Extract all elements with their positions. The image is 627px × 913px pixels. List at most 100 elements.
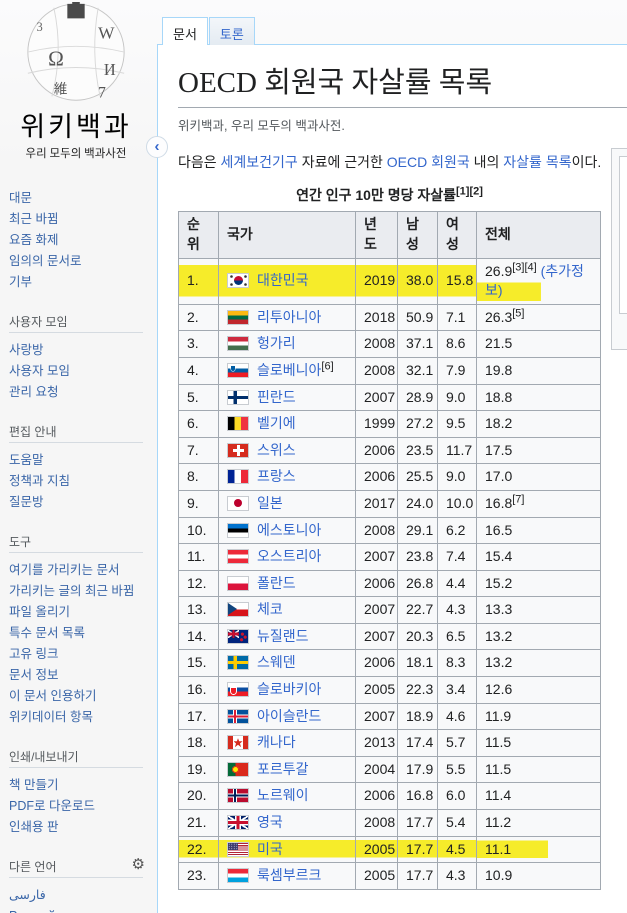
country-link[interactable]: 캐나다 (257, 734, 296, 751)
total-rate-cell: 16.8[7] (476, 489, 601, 518)
country-flag-icon (227, 469, 249, 485)
sidebar-link[interactable]: 최근 바뀜 (9, 212, 59, 226)
male-rate-cell: 18.1 (397, 649, 438, 678)
total-rate-cell: 13.3 (476, 596, 601, 624)
sidebar-link[interactable]: PDF로 다운로드 (9, 799, 95, 813)
sidebar-collapse-button[interactable]: ‹ (146, 136, 168, 158)
reference-link[interactable]: [1] (456, 185, 470, 198)
intro-link[interactable]: 세계보건기구 (220, 154, 298, 170)
country-link[interactable]: 체코 (257, 601, 283, 618)
sidebar-link[interactable]: 사랑방 (9, 343, 44, 357)
rank-cell: 23. (178, 862, 219, 890)
reference-link[interactable]: [7] (512, 493, 525, 506)
sidebar-link[interactable]: 사용자 모임 (9, 364, 70, 378)
table-row: 11. 오스트리아 2007 23.8 7.4 15.4 (178, 543, 601, 571)
country-flag-icon (227, 602, 249, 618)
table-caption: 연간 인구 10만 명당 자살률[1][2] (178, 185, 601, 211)
sidebar-link[interactable]: 기부 (9, 275, 33, 289)
extra-info-link[interactable]: (추가정보) (485, 262, 584, 299)
sidebar-nav-item: 사용자 모임 (9, 360, 143, 381)
column-header: 국가 (218, 211, 356, 259)
male-rate-cell: 16.8 (397, 782, 438, 811)
country-flag-icon (227, 549, 249, 565)
country-link[interactable]: 에스토니아 (257, 521, 322, 538)
reference-link[interactable]: [3] (512, 260, 525, 273)
country-link[interactable]: 스웨덴 (257, 654, 296, 671)
sidebar-link[interactable]: 관리 요청 (9, 385, 59, 399)
country-link[interactable]: 헝가리 (257, 335, 296, 352)
intro-paragraph: 다음은 세계보건기구 자료에 근거한 OECD 회원국 내의 자살률 목록이다. (178, 151, 625, 173)
sidebar-link[interactable]: 파일 올리기 (9, 605, 70, 619)
sidebar-nav-item: 이 문서 인용하기 (9, 685, 143, 706)
year-cell: 2008 (355, 330, 398, 358)
intro-link[interactable]: 자살률 목록 (503, 154, 572, 170)
country-link[interactable]: 룩셈부르크 (257, 867, 322, 884)
country-link[interactable]: 폴란드 (257, 574, 296, 591)
sidebar-nav-item: 사랑방 (9, 339, 143, 360)
country-link[interactable]: 슬로베니아 (257, 361, 322, 378)
sidebar-link[interactable]: 여기를 가리키는 문서 (9, 563, 120, 577)
sidebar-link[interactable]: 가리키는 글의 최근 바뀜 (9, 584, 135, 598)
sidebar-link[interactable]: فارسی (9, 888, 46, 902)
wikipedia-logo[interactable]: 3 W Ω И 維 7 위키백과 우리 모두의 백과사전 (9, 0, 143, 161)
sidebar-link[interactable]: 인쇄용 판 (9, 820, 59, 834)
female-rate-cell: 5.4 (437, 809, 477, 837)
sidebar-link[interactable]: 질문방 (9, 495, 44, 509)
country-link[interactable]: 아이슬란드 (257, 707, 322, 724)
sidebar-nav-item: 위키데이터 항목 (9, 706, 143, 727)
country-link[interactable]: 영국 (257, 814, 283, 831)
reference-link[interactable]: [6] (321, 360, 334, 373)
sidebar-link[interactable]: 문서 정보 (9, 668, 59, 682)
page-title: OECD 회원국 자살률 목록 (178, 59, 627, 108)
female-rate-cell: 6.5 (437, 622, 477, 651)
flag-emblem (228, 603, 237, 616)
country-link[interactable]: 슬로바키아 (257, 681, 322, 698)
tab-talk[interactable]: 토론 (208, 17, 255, 45)
rank-cell: 1. (178, 257, 219, 305)
country-link[interactable]: 일본 (257, 494, 283, 511)
reference-link[interactable]: [5] (512, 307, 525, 320)
column-header: 년도 (355, 211, 398, 259)
country-link[interactable]: 대한민국 (257, 272, 309, 289)
sidebar-link[interactable]: 이 문서 인용하기 (9, 689, 97, 703)
country-link[interactable]: 벨기에 (257, 415, 296, 432)
country-cell: 영국 (218, 809, 356, 837)
country-link[interactable]: 노르웨이 (257, 787, 309, 804)
country-flag-icon (227, 655, 249, 671)
flag-emblem (231, 688, 236, 695)
country-flag-icon (227, 788, 249, 804)
sidebar-link[interactable]: 특수 문서 목록 (9, 626, 85, 640)
reference-link[interactable]: [2] (469, 185, 483, 198)
wiki-logo-title: 위키백과 (20, 112, 132, 142)
country-link[interactable]: 포르투갈 (257, 760, 309, 777)
sidebar-link[interactable]: 정책과 지침 (9, 474, 70, 488)
female-rate-cell: 4.3 (437, 862, 477, 890)
sidebar-link[interactable]: 대문 (9, 191, 33, 205)
male-rate-cell: 23.8 (397, 543, 438, 571)
sidebar-nav-item: 요즘 화제 (9, 229, 143, 250)
suicide-rate-table: 연간 인구 10만 명당 자살률[1][2] 순 위 국가 년도 남 성 여 성 전체 1. 대한… (178, 185, 601, 890)
country-link[interactable]: 오스트리아 (257, 548, 322, 565)
country-link[interactable]: 뉴질랜드 (257, 627, 309, 644)
sidebar-link[interactable]: 책 만들기 (9, 778, 59, 792)
year-cell: 2007 (355, 622, 398, 651)
male-rate-cell: 17.7 (397, 809, 438, 837)
sidebar-link[interactable]: 도움말 (9, 453, 44, 467)
male-rate-cell: 17.7 (397, 835, 438, 864)
intro-link[interactable]: OECD 회원국 (386, 154, 470, 170)
country-link[interactable]: 핀란드 (257, 388, 296, 405)
country-link[interactable]: 프랑스 (257, 468, 296, 485)
page-tabs: 문서 토론 (162, 17, 256, 45)
country-link[interactable]: 스위스 (257, 441, 296, 458)
sidebar-link[interactable]: Русский (9, 909, 55, 913)
sidebar-link[interactable]: 임의의 문서로 (9, 254, 82, 268)
sidebar-link[interactable]: 위키데이터 항목 (9, 710, 93, 724)
sidebar-link[interactable]: 고유 링크 (9, 647, 59, 661)
country-link[interactable]: 리투아니아 (257, 308, 322, 325)
reference-link[interactable]: [4] (524, 260, 537, 273)
sidebar-nav-item: 대문 (9, 187, 143, 208)
country-link[interactable]: 미국 (257, 840, 283, 857)
sidebar-link[interactable]: 요즘 화제 (9, 233, 59, 247)
settings-gear-icon[interactable]: ⚙ (131, 856, 145, 873)
tab-article[interactable]: 문서 (162, 17, 208, 45)
